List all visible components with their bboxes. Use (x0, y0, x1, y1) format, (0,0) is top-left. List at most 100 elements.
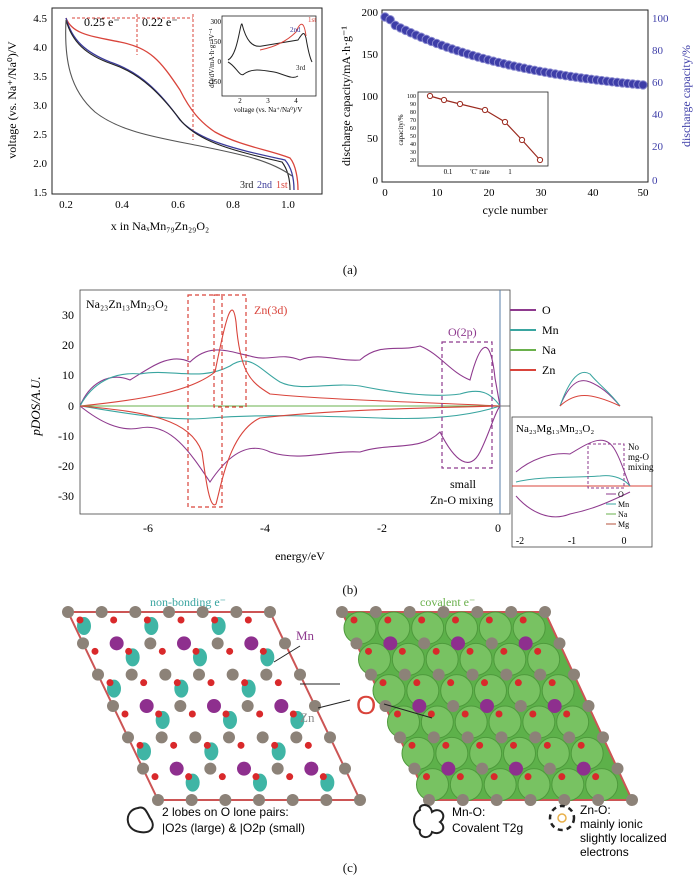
label-zn: Zn (300, 710, 315, 725)
o-atom (413, 679, 421, 687)
cycling-chart: 200 150 100 50 0 100 80 60 40 20 0 0 10 … (340, 7, 693, 217)
legend2-line1: Mn-O: (452, 805, 485, 819)
o-atom (514, 679, 522, 687)
zn-atom (592, 794, 605, 806)
o-atom (286, 773, 294, 781)
o-atom (442, 741, 450, 749)
x-tick: 0.6 (171, 199, 185, 211)
zn-atom (241, 700, 254, 712)
o-atom (259, 647, 267, 655)
o-atom (91, 647, 99, 655)
pdos-zn-up (79, 309, 501, 407)
zn-atom (466, 668, 479, 681)
mn-atom (109, 636, 124, 651)
zn-atom (185, 794, 198, 806)
zn-atom (471, 606, 484, 618)
x-tick: 0.8 (226, 199, 240, 211)
inset-xtick: 3 (266, 97, 270, 105)
inset-xlabel: 'C' rate (470, 168, 489, 176)
mn-atom (451, 636, 465, 651)
inset-ytick: 300 (211, 18, 222, 26)
pdos-zn-down (79, 405, 501, 506)
inset-ytick: 100 (407, 94, 416, 100)
inset-label: 1st (308, 16, 316, 24)
zn-atom (447, 700, 460, 712)
zn-atom (432, 668, 445, 681)
inset-legend: Mg (618, 520, 629, 529)
x-tick: 50 (638, 187, 650, 199)
zn-atom (379, 700, 392, 712)
o-atom (476, 741, 484, 749)
o-atom (173, 679, 181, 687)
zn-atom (144, 637, 157, 650)
inset-xlabel: voltage (vs. Na⁺/Na⁰)/V (234, 106, 303, 114)
zn-atom (290, 731, 303, 744)
legend-label: O (542, 303, 551, 317)
inset-ytick: -150 (208, 78, 221, 86)
y-tick: 2.0 (33, 158, 47, 170)
zn-atom (193, 668, 205, 681)
o-atom (592, 773, 600, 781)
pdos-chart: 30 20 10 0 -10 -20 -30 -6 -4 -2 0 pDOS/A… (28, 289, 654, 563)
y-tick: 200 (362, 7, 379, 19)
covalent-title: covalent e⁻ (420, 595, 475, 609)
o-atom (177, 616, 185, 624)
o-atom (432, 647, 440, 655)
y-tick: 2.5 (33, 129, 47, 141)
dqdv-inset: dQ/dV/mA·h·g⁻¹V⁻¹ 300 150 0 -150 2 3 4 v… (208, 15, 317, 114)
o-atom (466, 647, 474, 655)
zn-atom (256, 731, 269, 744)
y-tick: -30 (58, 489, 74, 503)
o-atom (244, 616, 252, 624)
o-atom (252, 773, 260, 781)
mn-atom (383, 636, 398, 651)
y-tick: 4.0 (33, 42, 47, 54)
y-tick: 150 (362, 49, 379, 61)
inset-ylabel: capacity/% (397, 114, 405, 145)
zn-atom (271, 762, 284, 775)
zn-atom (253, 794, 265, 806)
o-atom (510, 741, 517, 749)
o-atom (577, 741, 585, 749)
cycle-label: 1st (276, 180, 288, 191)
o-atom (241, 679, 249, 687)
inset-label: 2nd (290, 26, 301, 34)
zn-atom (155, 731, 168, 744)
o-atom (151, 773, 159, 781)
mn-atom (139, 699, 154, 713)
inset-xtick: 4 (294, 97, 298, 105)
zn-atom (62, 606, 74, 618)
legend3-line2: mainly ionic (580, 817, 643, 831)
o-atom (143, 616, 151, 624)
lobe-legend: 2 lobes on O lone pairs: |O2s (large) & … (126, 805, 305, 835)
zn-atom (437, 606, 450, 618)
y-tick: 3.0 (33, 100, 47, 112)
mn-atom (480, 699, 494, 713)
o-atom (207, 679, 215, 687)
inset-ytick: 30 (410, 150, 416, 156)
zn-atom (211, 637, 224, 650)
zn-atom (582, 700, 595, 712)
zn-atom (204, 762, 217, 775)
o-atom (271, 741, 279, 749)
zn-atom (137, 762, 149, 775)
o-atom (427, 710, 435, 718)
o-atom (211, 616, 219, 624)
mn-atom (207, 699, 221, 713)
zn-atom (365, 668, 377, 681)
inset-xtick: 2 (238, 97, 242, 105)
label-mn: Mn (296, 628, 315, 643)
zn-atom (163, 606, 175, 618)
o-atom (543, 741, 551, 749)
x-tick: 20 (484, 187, 496, 199)
zn-atom (189, 731, 202, 744)
zn-atom (394, 731, 406, 744)
legend3-line4: electrons (580, 845, 629, 859)
caption-c: (c) (342, 860, 358, 875)
x-axis-label: cycle number (483, 203, 548, 217)
legend1-line2: |O2s (large) & |O2p (small) (162, 821, 305, 835)
o-atom (447, 679, 455, 687)
o2p-box (441, 341, 493, 469)
zn3d-box (187, 294, 223, 508)
zn-atom (294, 668, 306, 681)
